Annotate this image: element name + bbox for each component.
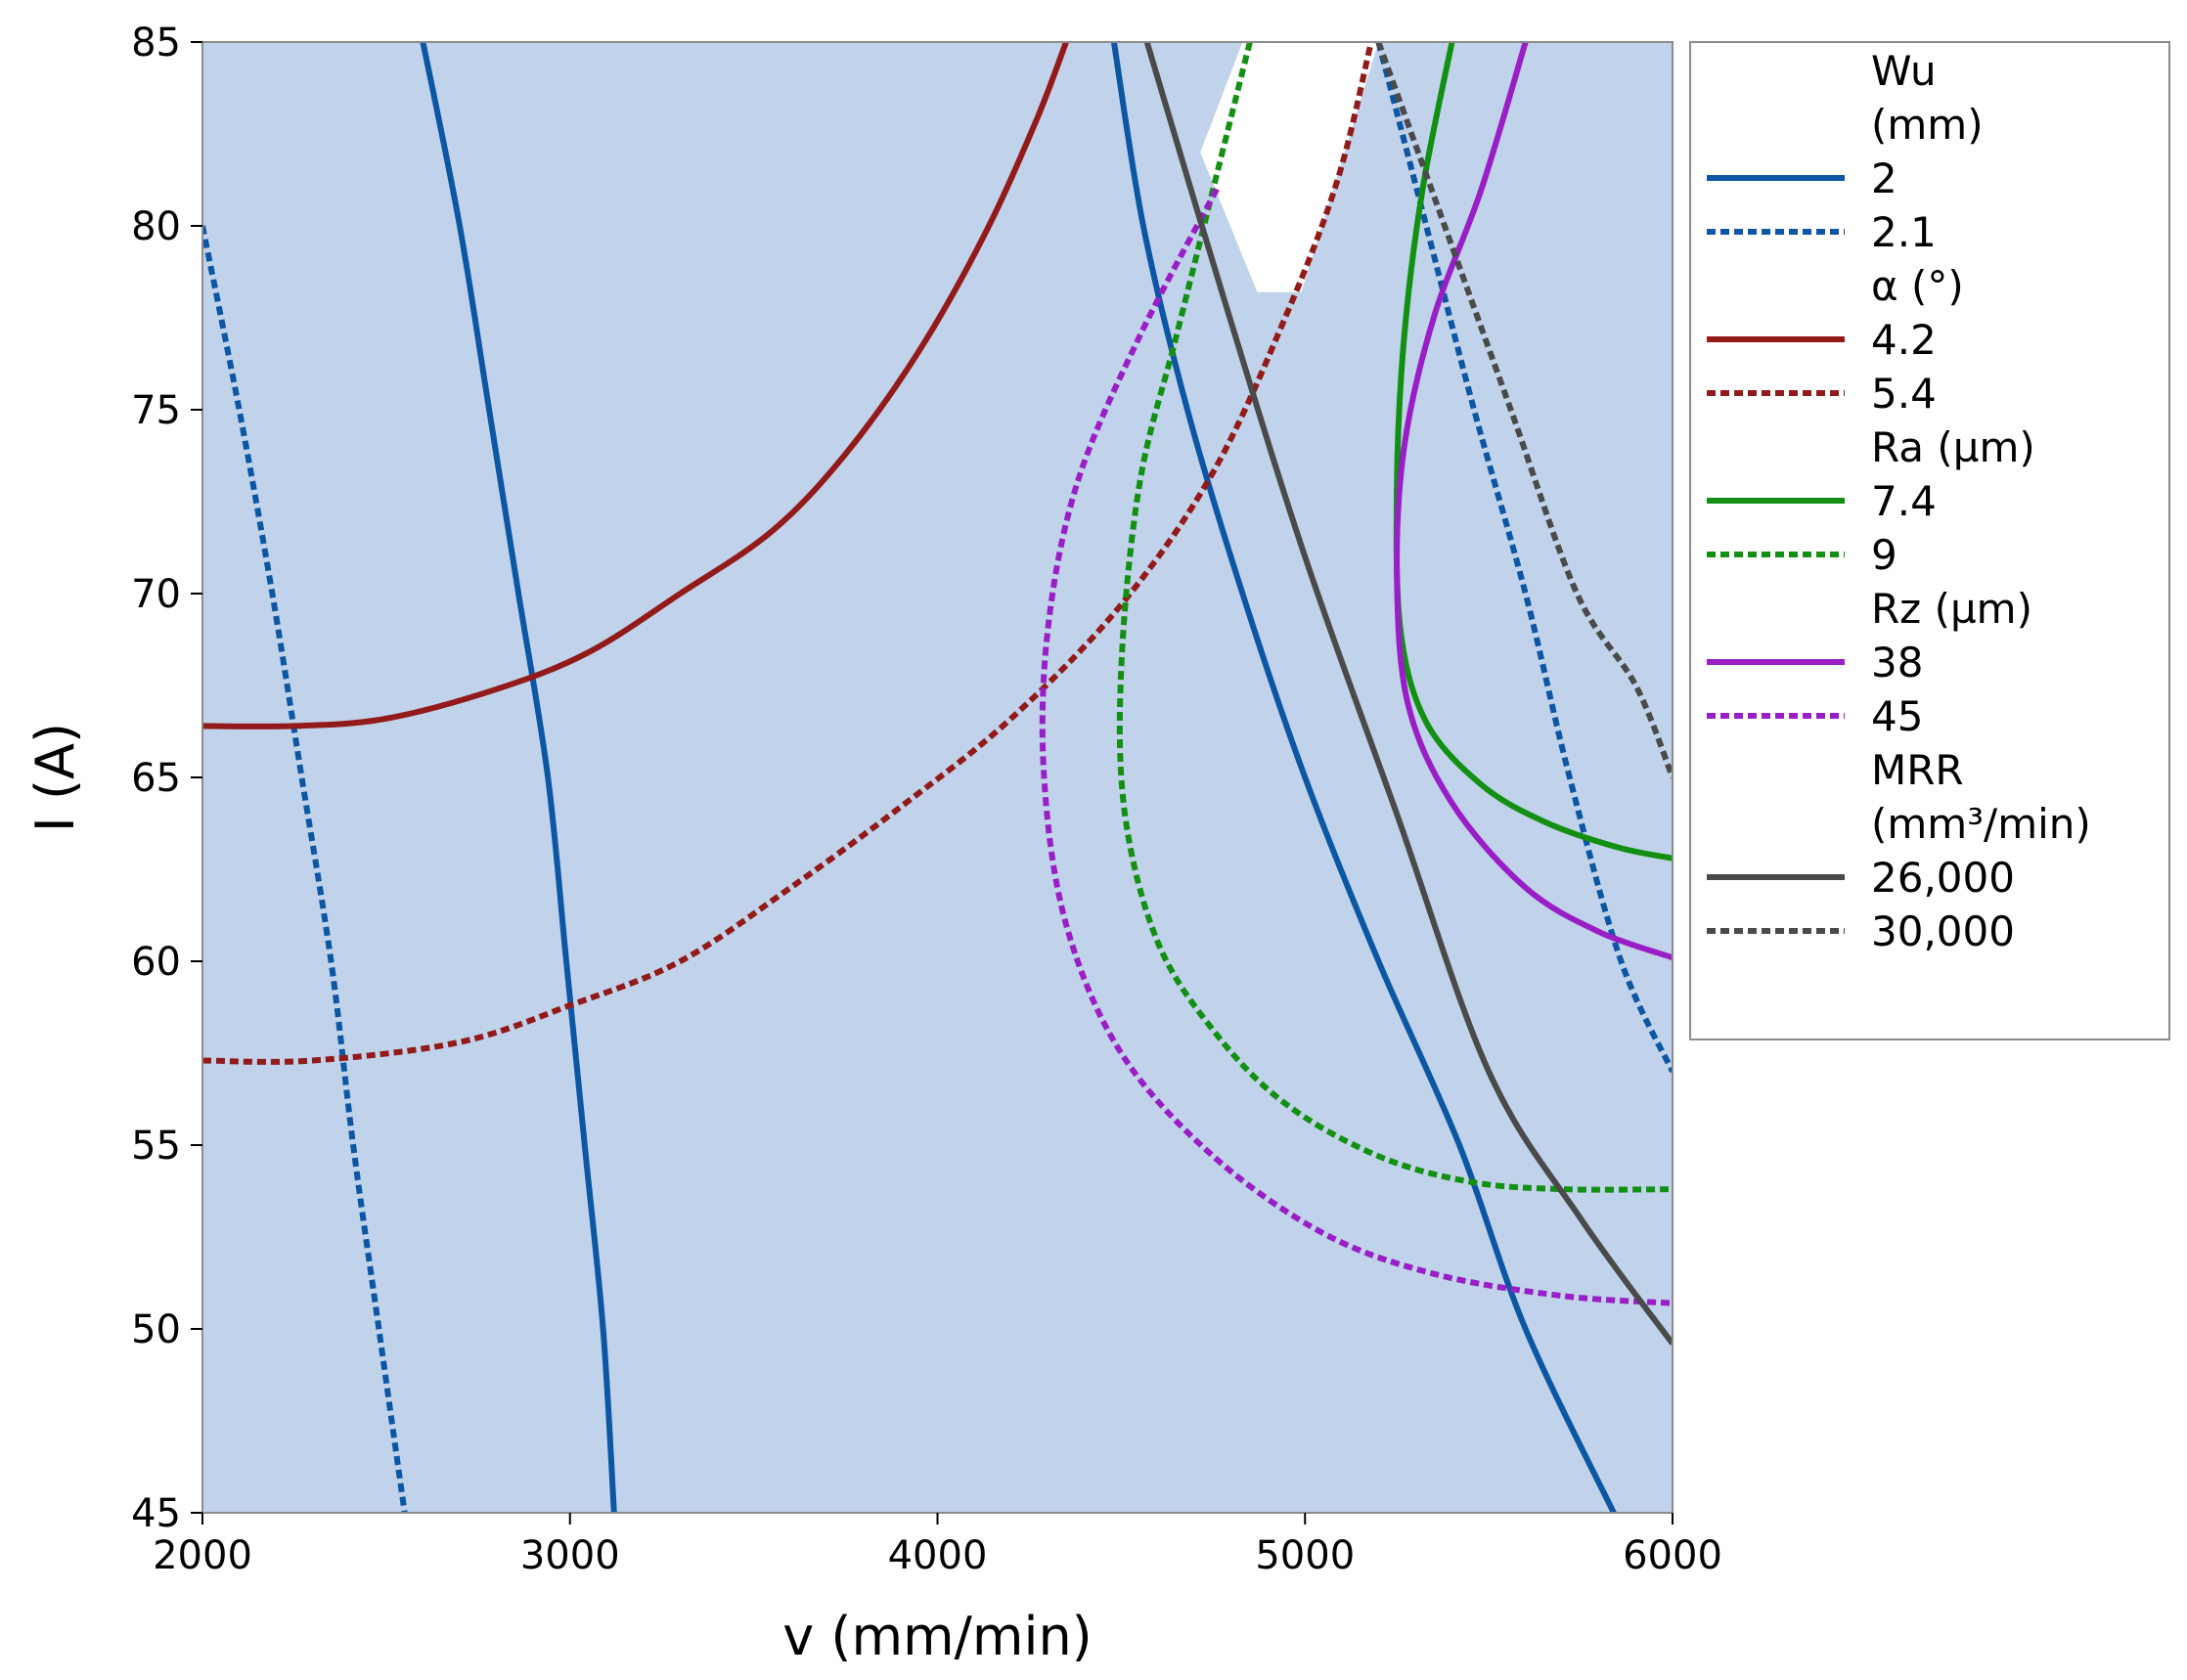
legend-group-title: (mm³/min) [1871,800,2091,848]
y-tick-label: 85 [131,21,181,66]
legend-item-label: 4.2 [1871,316,1937,364]
legend-item-label: 45 [1871,692,1923,740]
y-tick-label: 75 [131,388,181,433]
legend-item-label: 5.4 [1871,370,1937,418]
y-tick-label: 60 [131,940,181,985]
series-line-4-2 [202,42,1069,729]
legend-group-title: Rz (µm) [1871,585,2032,633]
series-line-mrr-26-000 [1143,42,1673,1346]
legend-item-label: 7.4 [1871,477,1937,525]
legend-item-label: 38 [1871,639,1923,686]
legend-group-title: (mm) [1871,101,1984,149]
x-tick-label: 2000 [153,1533,252,1578]
series-line-rz-45 [1039,188,1673,1306]
x-tick-label: 5000 [1255,1533,1355,1578]
x-axis-title: v (mm/min) [782,1606,1093,1667]
y-tick-label: 65 [131,756,181,801]
series-line-5-4 [202,42,1374,1065]
legend-group-title: Wu [1871,47,1937,95]
series-line-wu-2-1 [202,225,408,1513]
x-tick-label: 3000 [520,1533,620,1578]
legend-group-title: MRR [1871,746,1964,794]
feasible-region [1200,42,1379,292]
y-tick-label: 50 [131,1307,181,1352]
x-tick-label: 4000 [888,1533,988,1578]
series-line-wu-2 [420,42,617,1513]
series-line-ra-9 [1116,42,1673,1193]
x-tick-label: 6000 [1623,1533,1722,1578]
y-tick-label: 45 [131,1491,181,1536]
series-line-wu-2-right [1110,42,1617,1513]
legend-item-label: 30,000 [1871,907,2015,955]
legend-item-label: 2 [1871,155,1897,202]
legend-box [1689,41,2170,1040]
legend-group-title: α (°) [1871,262,1964,310]
legend-group-title: Ra (µm) [1871,423,2035,471]
y-tick-label: 70 [131,572,181,617]
legend-item-label: 9 [1871,531,1897,579]
series-line-rz-38 [1394,42,1673,961]
y-tick-label: 55 [131,1124,181,1169]
legend-item-label: 26,000 [1871,854,2015,902]
y-tick-label: 80 [131,204,181,249]
legend-item-label: 2.1 [1871,208,1937,256]
y-axis-title: I (A) [24,723,86,832]
series-line-mrr-30-000 [1375,42,1673,779]
